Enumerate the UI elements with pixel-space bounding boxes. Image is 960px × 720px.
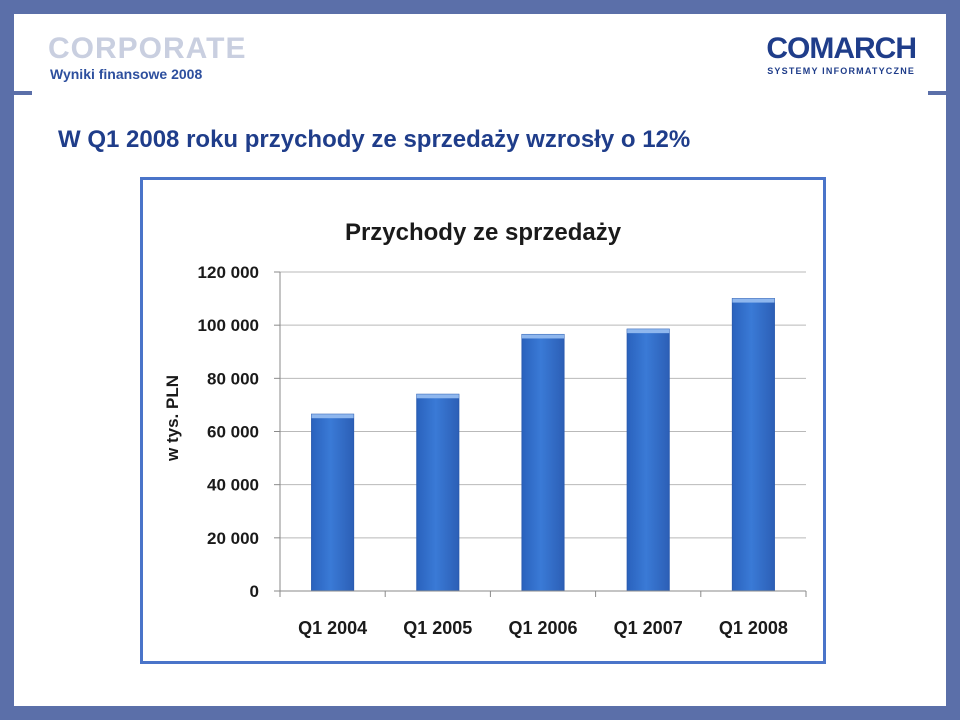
company-logo: COMARCH SYSTEMY INFORMATYCZNE <box>766 32 917 77</box>
y-tick-label: 100 000 <box>198 316 259 335</box>
bar-highlight <box>416 394 459 399</box>
bar <box>731 298 775 592</box>
bar <box>626 328 670 592</box>
y-tick-label: 20 000 <box>207 529 259 548</box>
header-rule-left <box>14 91 32 95</box>
axes: 0 20 000 40 000 60 000 80 000 100 000 120 000 Q… <box>198 263 807 638</box>
slide-headline: W Q1 2008 roku przychody ze sprzedaży wz… <box>58 126 691 153</box>
bar <box>521 333 565 592</box>
chart-title: Przychody ze sprzedaży <box>345 219 622 246</box>
y-tick-label: 60 000 <box>207 423 259 442</box>
bars <box>311 298 775 592</box>
company-logo-name: COMARCH <box>766 32 917 65</box>
y-axis-label: w tys. PLN <box>163 375 182 462</box>
bar-highlight <box>627 329 670 334</box>
bar-highlight <box>732 298 775 303</box>
header-rule-right <box>928 91 946 95</box>
y-tick-label: 80 000 <box>207 369 259 388</box>
brand-wordmark: CORPORATE <box>48 32 247 65</box>
x-tick-label: Q1 2005 <box>403 618 472 638</box>
presentation-subtitle: Wyniki finansowe 2008 <box>50 66 203 82</box>
bar-highlight <box>521 334 565 339</box>
bar-chart: 0 20 000 40 000 60 000 80 000 100 000 120 000 Q… <box>163 219 807 638</box>
y-tick-label: 0 <box>250 582 259 601</box>
bar <box>311 413 355 592</box>
x-tick-label: Q1 2006 <box>508 618 577 638</box>
y-tick-label: 40 000 <box>207 476 259 495</box>
company-logo-tagline: SYSTEMY INFORMATYCZNE <box>767 66 916 76</box>
x-tick-label: Q1 2008 <box>719 618 788 638</box>
bar <box>416 393 460 592</box>
x-tick-label: Q1 2004 <box>298 618 367 638</box>
y-tick-label: 120 000 <box>198 263 259 282</box>
x-tick-label: Q1 2007 <box>614 618 683 638</box>
bar-highlight <box>311 414 354 419</box>
chart-frame: 0 20 000 40 000 60 000 80 000 100 000 120 000 Q… <box>140 177 826 664</box>
